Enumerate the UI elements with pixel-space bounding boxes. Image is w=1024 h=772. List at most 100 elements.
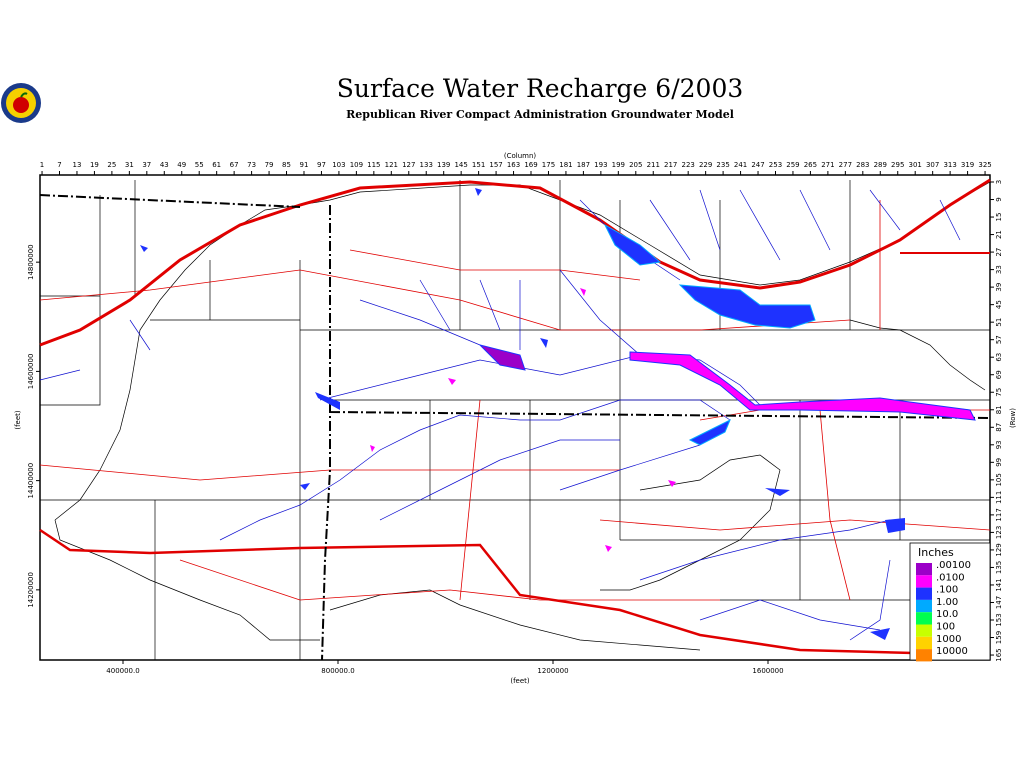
x-tick-label: 1600000 <box>752 667 783 675</box>
column-tick-label: 235 <box>716 161 729 169</box>
y-tick-label: 14600000 <box>27 354 35 390</box>
legend-label: .100 <box>936 585 958 596</box>
column-tick-label: 25 <box>107 161 116 169</box>
column-tick-label: 217 <box>664 161 677 169</box>
legend-label: .0100 <box>936 572 965 583</box>
column-tick-label: 319 <box>961 161 974 169</box>
column-tick-label: 187 <box>577 161 590 169</box>
column-tick-label: 79 <box>265 161 274 169</box>
row-tick-label: 99 <box>995 458 1003 467</box>
column-tick-label: 199 <box>612 161 625 169</box>
x-axis-label: (feet) <box>510 677 530 685</box>
row-tick-label: 153 <box>995 613 1003 626</box>
column-tick-label: 313 <box>943 161 956 169</box>
x-tick-label: 800000.0 <box>321 667 354 675</box>
y-tick-label: 14400000 <box>27 463 35 499</box>
row-tick-label: 27 <box>995 248 1003 257</box>
column-tick-label: 175 <box>542 161 555 169</box>
column-tick-label: 13 <box>73 161 82 169</box>
y-tick-label: 14800000 <box>27 244 35 280</box>
x-tick-label: 1200000 <box>537 667 568 675</box>
column-tick-label: 73 <box>247 161 256 169</box>
legend-swatch <box>916 624 932 637</box>
row-tick-label: 87 <box>995 423 1003 432</box>
row-tick-label: 81 <box>995 405 1003 414</box>
row-tick-label: 159 <box>995 631 1003 644</box>
row-tick-label: 15 <box>995 213 1003 222</box>
row-tick-label: 69 <box>995 370 1003 379</box>
legend-swatch <box>916 612 932 625</box>
column-axis-label: (Column) <box>504 152 537 160</box>
column-tick-label: 163 <box>507 161 520 169</box>
column-tick-label: 193 <box>594 161 607 169</box>
column-tick-label: 247 <box>751 161 764 169</box>
column-tick-label: 295 <box>891 161 904 169</box>
row-tick-label: 45 <box>995 300 1003 309</box>
legend-label: 10.0 <box>936 609 958 620</box>
column-tick-label: 265 <box>804 161 817 169</box>
column-tick-label: 43 <box>160 161 169 169</box>
row-tick-label: 57 <box>995 335 1003 344</box>
row-tick-label: 3 <box>995 180 1003 184</box>
column-tick-label: 271 <box>821 161 834 169</box>
column-tick-label: 1 <box>40 161 44 169</box>
legend-swatch <box>916 649 932 662</box>
x-tick-label: 400000.0 <box>106 667 139 675</box>
title: Surface Water Recharge 6/2003 <box>337 74 744 103</box>
column-tick-label: 229 <box>699 161 712 169</box>
column-tick-label: 253 <box>769 161 782 169</box>
row-tick-label: 51 <box>995 318 1003 327</box>
logo <box>1 83 41 123</box>
column-tick-label: 169 <box>524 161 537 169</box>
column-tick-label: 121 <box>385 161 398 169</box>
column-tick-label: 103 <box>332 161 345 169</box>
column-tick-label: 109 <box>350 161 363 169</box>
column-tick-label: 307 <box>926 161 939 169</box>
legend-label: 1.00 <box>936 597 958 608</box>
column-tick-label: 7 <box>57 161 61 169</box>
column-tick-label: 241 <box>734 161 747 169</box>
map-area <box>39 174 991 661</box>
row-tick-label: 141 <box>995 578 1003 591</box>
column-tick-label: 289 <box>874 161 887 169</box>
column-tick-label: 37 <box>142 161 151 169</box>
row-tick-label: 93 <box>995 440 1003 449</box>
row-tick-label: 75 <box>995 388 1003 397</box>
column-tick-label: 325 <box>978 161 991 169</box>
column-tick-label: 85 <box>282 161 291 169</box>
column-tick-label: 259 <box>786 161 799 169</box>
legend-label: .00100 <box>936 560 971 571</box>
row-tick-label: 21 <box>995 230 1003 239</box>
column-tick-label: 49 <box>177 161 186 169</box>
row-tick-label: 9 <box>995 197 1003 201</box>
row-tick-label: 117 <box>995 508 1003 521</box>
column-tick-label: 67 <box>230 161 239 169</box>
y-axis-label: (feet) <box>14 410 22 430</box>
column-tick-label: 145 <box>454 161 467 169</box>
column-tick-label: 61 <box>212 161 221 169</box>
column-tick-label: 301 <box>909 161 922 169</box>
row-tick-label: 111 <box>995 491 1003 504</box>
subtitle: Republican River Compact Administration … <box>346 108 734 121</box>
row-tick-label: 147 <box>995 596 1003 609</box>
legend-swatch <box>916 636 932 650</box>
recharge-cells <box>140 188 976 640</box>
row-tick-label: 123 <box>995 526 1003 539</box>
row-tick-label: 105 <box>995 473 1003 486</box>
row-axis-label: (Row) <box>1009 408 1017 428</box>
row-tick-label: 39 <box>995 283 1003 292</box>
column-tick-label: 97 <box>317 161 326 169</box>
column-tick-label: 211 <box>647 161 660 169</box>
legend-label: 10000 <box>936 646 968 657</box>
legend-swatch <box>916 599 932 613</box>
column-tick-label: 277 <box>839 161 852 169</box>
column-tick-label: 19 <box>90 161 99 169</box>
column-tick-label: 283 <box>856 161 869 169</box>
column-tick-label: 151 <box>472 161 485 169</box>
row-tick-label: 135 <box>995 561 1003 574</box>
column-tick-label: 181 <box>559 161 572 169</box>
y-tick-label: 14200000 <box>27 572 35 608</box>
column-tick-label: 157 <box>489 161 502 169</box>
row-tick-label: 129 <box>995 543 1003 556</box>
